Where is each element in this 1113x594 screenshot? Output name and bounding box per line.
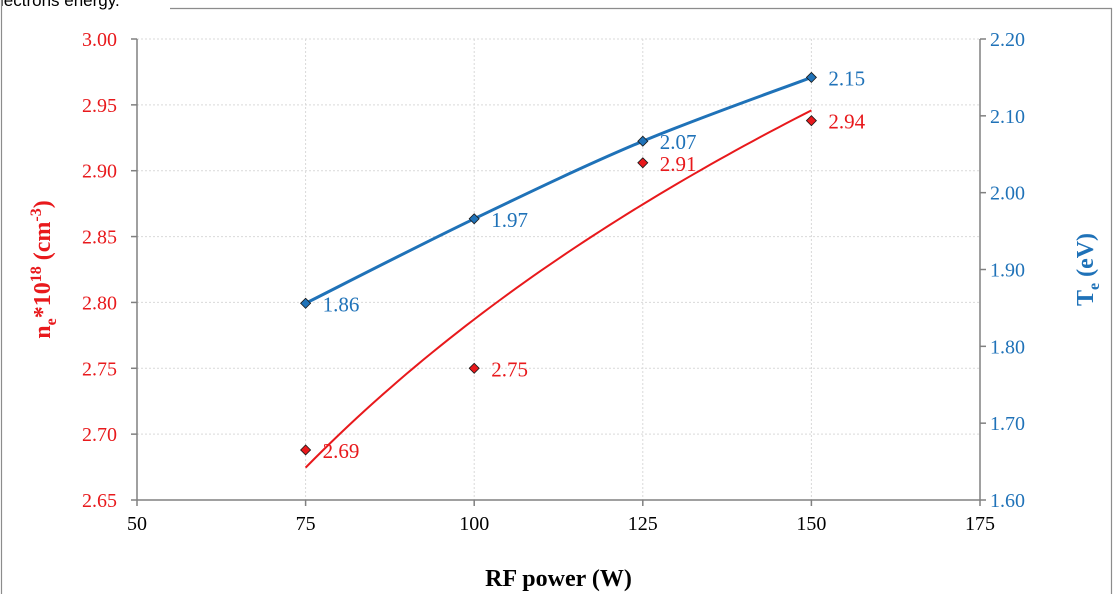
density-trendline [304,109,812,469]
density-marker [637,157,649,169]
right-axis-title-base: T [1073,290,1099,306]
axes [131,38,986,506]
density-marker [468,362,480,374]
right-axis-title: Te (eV) [1073,233,1103,306]
tick-labels: 50 75 100 125 150 175 2.65 2.70 2.75 2.80 2.85 2.90… [82,29,1025,535]
temperature-marker [637,135,649,147]
right-tick-label: 1.60 [990,490,1025,512]
right-axis-title-unit: (eV) [1073,233,1099,283]
left-tick-label: 2.75 [82,358,117,380]
density-data-label: 2.94 [828,110,865,134]
left-tick-label: 2.90 [82,161,117,183]
x-tick-label: 100 [459,513,489,535]
x-tick-label: 125 [628,513,658,535]
density-series: 2.69 2.75 2.91 2.94 [300,109,866,469]
left-axis-title-unit-close: ) [30,200,56,208]
left-tick-label: 2.80 [82,292,117,314]
grid-lines [137,38,981,500]
right-tick-label: 2.20 [990,29,1025,51]
x-tick-label: 150 [796,513,826,535]
right-tick-label: 1.80 [990,336,1025,358]
left-axis-title-base: n [30,325,56,338]
temperature-data-label: 1.86 [323,292,360,316]
series-layer: 2.69 2.75 2.91 2.94 1.86 1.97 2.07 2.15 [300,66,866,469]
temperature-line [304,76,812,305]
x-axis-title: RF power (W) [485,566,632,592]
density-data-label: 2.69 [323,439,360,463]
left-tick-label: 3.00 [82,29,117,51]
density-marker [805,115,817,127]
left-tick-label: 2.95 [82,95,117,117]
x-tick-label: 50 [127,513,147,535]
temperature-marker [468,213,480,225]
left-tick-label: 2.70 [82,424,117,446]
x-tick-label: 75 [296,513,316,535]
left-tick-label: 2.85 [82,227,117,249]
temperature-marker [300,297,312,309]
right-tick-label: 2.10 [990,106,1025,128]
density-marker [300,444,312,456]
left-axis-title: ne*1018 (cm-3) [28,200,60,338]
temperature-data-label: 1.97 [491,208,528,232]
left-axis-title-unit-open: (cm [30,222,56,267]
figure-caption-fragment: lectrons energy. [0,0,120,10]
temperature-data-label: 2.07 [660,130,697,154]
axis-titles: RF power (W) ne*1018 (cm-3) Te (eV) [28,200,1103,592]
temperature-marker [805,71,817,83]
right-tick-label: 1.90 [990,260,1025,282]
right-tick-label: 2.00 [990,183,1025,205]
density-data-label: 2.91 [660,152,697,176]
density-data-label: 2.75 [491,357,528,381]
left-axis-title-mid: *10 [30,282,56,318]
left-axis-title-sub: e [43,318,60,325]
right-tick-label: 1.70 [990,413,1025,435]
left-tick-label: 2.65 [82,490,117,512]
right-axis-title-sub: e [1086,283,1103,290]
temperature-data-label: 2.15 [828,66,865,90]
x-tick-label: 175 [965,513,995,535]
left-axis-title-sup1: 18 [28,266,45,282]
left-axis-title-sup2: -3 [28,208,45,221]
temperature-series: 1.86 1.97 2.07 2.15 [300,66,865,316]
